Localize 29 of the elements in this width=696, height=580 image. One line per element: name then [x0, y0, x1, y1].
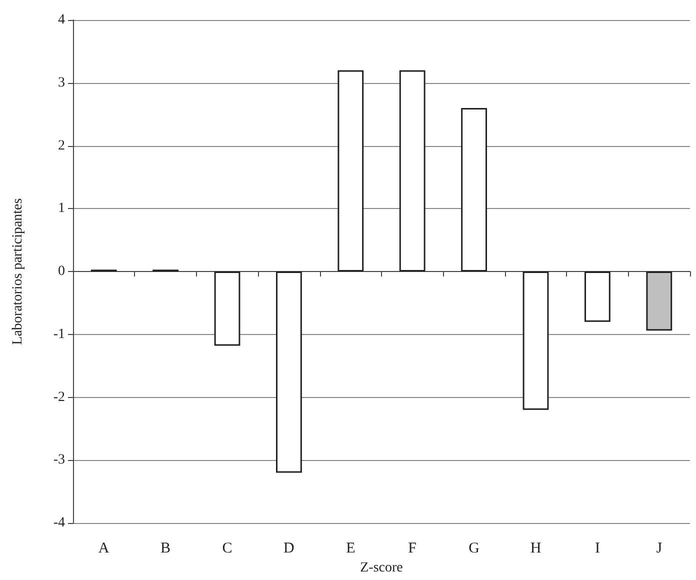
bar — [461, 108, 488, 272]
x-tick-label: H — [530, 540, 542, 557]
bar — [399, 70, 426, 272]
bar — [646, 272, 672, 331]
y-tick-label: 1 — [58, 201, 65, 216]
y-tick-label: 2 — [58, 138, 65, 154]
x-tick-label: I — [594, 540, 600, 557]
y-tick-label: 3 — [58, 75, 65, 90]
bar — [584, 272, 610, 322]
x-tick-label: C — [222, 540, 232, 557]
x-tick-label: E — [346, 540, 356, 557]
x-tick-label: B — [160, 540, 171, 557]
y-tick-label: -4 — [53, 516, 65, 531]
x-tick-label: J — [656, 540, 662, 557]
bar — [276, 272, 302, 473]
bar — [338, 70, 364, 272]
x-tick-label: G — [468, 540, 480, 557]
y-tick-label: -1 — [53, 326, 65, 342]
y-axis-title: Laboratorios participantes — [10, 198, 26, 345]
x-tick-label: F — [408, 540, 417, 557]
bar — [522, 272, 549, 410]
x-axis-title: Z-score — [360, 560, 403, 576]
y-tick-label: -2 — [53, 390, 65, 405]
y-tick-label: -3 — [53, 452, 65, 468]
x-tick-label: A — [98, 540, 110, 557]
bar — [214, 272, 240, 346]
x-tick-label: D — [284, 540, 295, 557]
y-tick-label: 4 — [58, 12, 65, 28]
y-tick-label: 0 — [58, 264, 65, 280]
